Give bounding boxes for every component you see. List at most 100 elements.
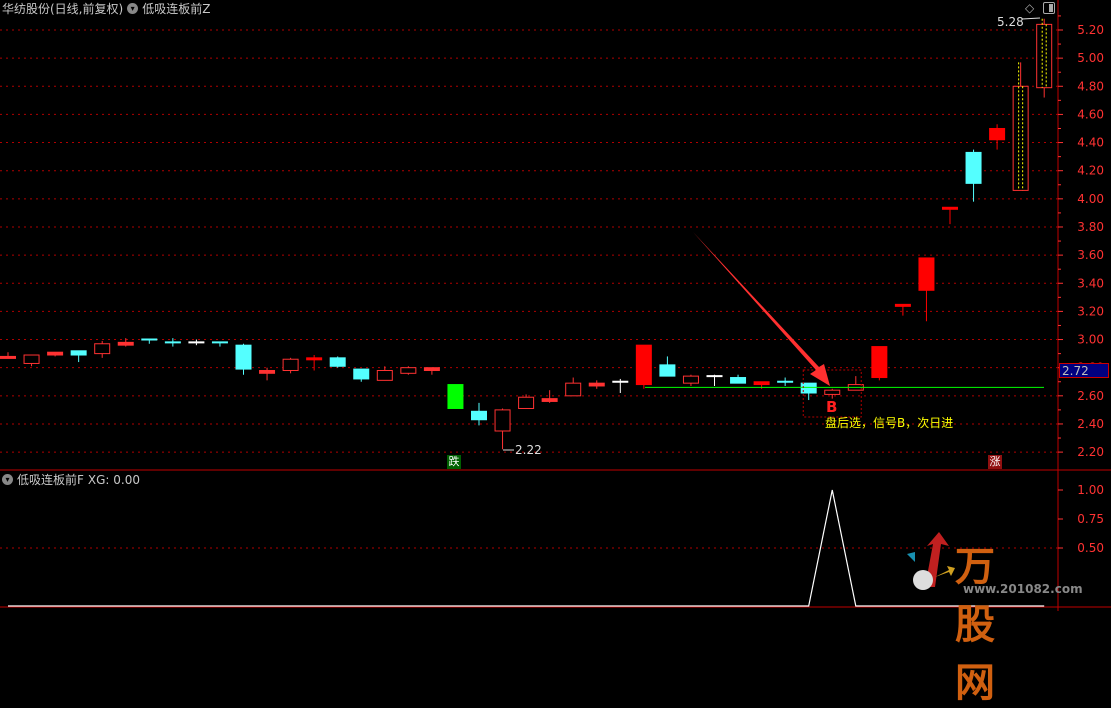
axis-tick-label: 3.20 [1077, 304, 1104, 318]
indicator-panel: 1.00 0.75 0.50 [0, 483, 1104, 607]
up-tag: 涨 [988, 455, 1002, 469]
candle-body [94, 343, 111, 355]
candle-body [1036, 23, 1053, 89]
logo-text: 万股网 [955, 544, 997, 706]
candle [282, 357, 299, 374]
candle-body [400, 367, 417, 374]
panel-toggle-icon[interactable] [1043, 2, 1055, 14]
stock-title: 华纺股份(日线,前复权) [2, 2, 124, 16]
candle-body [588, 382, 605, 387]
candle [659, 356, 676, 377]
candle-body [565, 382, 582, 397]
high-label: 5.28 [997, 15, 1024, 29]
candle [894, 303, 911, 316]
candle [800, 382, 817, 401]
candle [706, 374, 723, 386]
candle-body [682, 375, 699, 384]
logo-mascot-icon [907, 532, 955, 590]
axis-tick-label: 0.50 [1077, 541, 1104, 555]
candle-body [0, 355, 16, 359]
candle-body [447, 384, 464, 409]
axis-tick-label: 4.00 [1077, 192, 1104, 206]
axis-tick-label: 3.60 [1077, 248, 1104, 262]
candle [989, 124, 1006, 150]
candle [423, 367, 440, 375]
candle-body [824, 389, 841, 395]
candle [376, 366, 393, 381]
dropdown-circle-icon[interactable]: ▾ [2, 474, 13, 485]
candle-body [659, 364, 676, 377]
axis-tick-label: 2.60 [1077, 389, 1104, 403]
signal-box [802, 369, 862, 418]
sub-header: ▾ 低吸连板前F XG: 0.00 [2, 471, 140, 488]
candle-body [800, 382, 817, 394]
candle [541, 390, 558, 403]
candle-body [871, 346, 888, 379]
sub-indicator-name[interactable]: 低吸连板前F [17, 473, 84, 487]
candle [588, 380, 605, 389]
dropdown-circle-icon[interactable]: ▾ [127, 3, 139, 14]
candle [730, 374, 747, 384]
candle [471, 402, 487, 426]
candle-body [235, 344, 252, 370]
candle-body [918, 257, 935, 291]
candle [682, 374, 699, 386]
candle [329, 356, 346, 368]
candle [211, 341, 228, 347]
candle-body [47, 351, 64, 356]
axis-tick-label: 4.80 [1077, 79, 1104, 93]
candle [400, 366, 417, 375]
candle-body [942, 206, 958, 210]
axis-tick-label: 4.40 [1077, 136, 1104, 150]
axis-tick-label: 3.80 [1077, 220, 1104, 234]
axis-tick-label: 3.00 [1077, 333, 1104, 347]
axis-tick-label: 4.20 [1077, 164, 1104, 178]
candle-body [282, 358, 299, 371]
diamond-icon[interactable]: ◇ [1025, 1, 1035, 15]
candle [141, 338, 158, 344]
candle-body [329, 357, 346, 367]
signal-letter: B [826, 398, 838, 416]
down-tag: 跌 [447, 455, 461, 469]
candle [117, 338, 134, 347]
candle [447, 384, 464, 409]
candle-body [353, 368, 370, 380]
axis-tick-label: 2.20 [1077, 445, 1104, 459]
annotations [503, 17, 1044, 451]
signal-note: 盘后选，信号B，次日进 [825, 416, 954, 430]
candle-body [471, 410, 487, 421]
candle [565, 377, 582, 397]
main-indicator-name[interactable]: 低吸连板前Z [142, 2, 211, 16]
axis-tick-label: 5.00 [1077, 51, 1104, 65]
candle [942, 206, 958, 225]
axis-tick-label: 3.40 [1077, 276, 1104, 290]
candle-body [423, 367, 440, 371]
candle [0, 352, 16, 359]
candle [777, 377, 794, 386]
grid [0, 0, 1111, 611]
axis-tick-label: 5.20 [1077, 23, 1104, 37]
candle [94, 340, 111, 358]
candle-body [894, 303, 911, 307]
arrow-icon [693, 232, 830, 386]
candle-body [259, 369, 276, 374]
candle [47, 351, 64, 357]
candle [871, 346, 888, 381]
candle [824, 388, 841, 399]
candle-body [23, 354, 40, 364]
candle [164, 338, 181, 347]
candle [494, 408, 511, 450]
sub-indicator-value: XG: 0.00 [87, 472, 141, 487]
last-price-label: 2.72 [1059, 363, 1109, 378]
candle-body [376, 369, 393, 381]
logo: 万股网 www.201082.com [905, 532, 1083, 706]
candle [635, 344, 652, 389]
candle-body [965, 151, 982, 184]
low-label: 2.22 [515, 443, 542, 457]
candles [0, 18, 1053, 450]
candle [188, 339, 205, 346]
axis-tick-label: 4.60 [1077, 107, 1104, 121]
stock-chart[interactable]: 5.20 5.00 4.80 4.60 4.40 4.20 4.00 3.80 3.60 3.40… [0, 0, 1111, 611]
candle [235, 343, 252, 375]
high-arrow [1021, 17, 1041, 20]
